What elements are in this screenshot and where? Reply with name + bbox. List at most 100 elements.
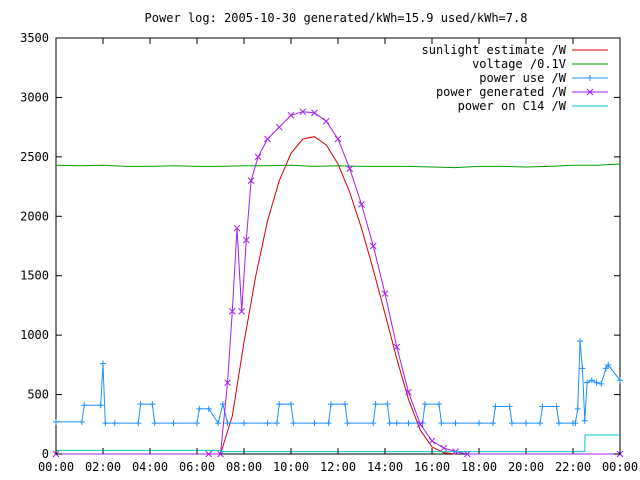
legend-label: power on C14 /W [458, 99, 567, 113]
x-tick-label: 00:00 [38, 460, 74, 474]
data-point-marker [97, 402, 104, 409]
data-point-marker [436, 401, 443, 408]
data-point-marker [53, 418, 59, 425]
data-point-marker [224, 420, 231, 427]
data-point-marker [393, 343, 401, 351]
data-point-marker [506, 403, 513, 410]
data-point-marker [102, 420, 109, 427]
data-point-marker [196, 405, 203, 412]
data-point-marker [238, 308, 246, 315]
data-point-marker [205, 405, 212, 412]
data-point-marker [215, 420, 222, 427]
data-point-marker [346, 165, 354, 173]
series-0 [220, 136, 456, 455]
series-line [56, 341, 621, 425]
data-point-marker [440, 444, 448, 452]
data-point-marker [593, 379, 600, 386]
legend-label: power generated /W [436, 85, 567, 99]
data-point-marker [135, 420, 142, 427]
data-point-marker [299, 108, 307, 116]
data-point-marker [254, 153, 262, 161]
data-point-marker [273, 420, 280, 427]
data-point-marker [334, 135, 342, 143]
series-line [56, 434, 620, 453]
x-tick-label: 02:00 [85, 460, 121, 474]
data-point-marker [224, 379, 231, 387]
data-point-marker [219, 401, 226, 408]
legend-item: voltage /0.1V [472, 57, 608, 71]
data-point-marker [584, 379, 591, 386]
y-tick-label: 2500 [20, 150, 49, 164]
legend-label: power use /W [479, 71, 566, 85]
data-point-marker [264, 135, 271, 143]
y-tick-label: 500 [27, 388, 49, 402]
data-point-marker [523, 420, 529, 427]
x-tick-label: 08:00 [226, 460, 262, 474]
x-tick-label: 14:00 [367, 460, 403, 474]
data-point-marker [405, 388, 412, 396]
y-tick-label: 1000 [20, 328, 49, 342]
data-point-marker [588, 377, 595, 384]
y-tick-label: 3000 [20, 90, 49, 104]
data-point-marker [586, 88, 594, 96]
data-point-marker [384, 401, 391, 408]
data-point-marker [241, 420, 247, 427]
y-tick-label: 2000 [20, 209, 49, 223]
series-layer [52, 108, 624, 458]
x-tick-label: 10:00 [273, 460, 309, 474]
data-point-marker [205, 450, 213, 458]
data-point-marker [553, 403, 560, 410]
data-point-marker [452, 420, 459, 427]
data-point-marker [555, 420, 562, 427]
data-point-marker [421, 401, 428, 408]
data-point-marker [369, 242, 377, 250]
series-line [220, 136, 456, 455]
data-point-marker [327, 401, 334, 408]
x-tick-label: 12:00 [320, 460, 356, 474]
data-point-marker [151, 420, 158, 427]
data-point-marker [372, 401, 379, 408]
x-tick-label: 18:00 [461, 460, 497, 474]
data-point-marker [149, 401, 156, 408]
data-point-marker [194, 420, 200, 427]
data-point-marker [247, 177, 255, 184]
data-point-marker [311, 109, 318, 117]
legend-label: sunlight estimate /W [422, 43, 567, 57]
data-point-marker [242, 236, 250, 244]
data-point-marker [290, 420, 297, 427]
data-point-marker [405, 420, 412, 427]
data-point-marker [476, 420, 482, 427]
data-point-marker [598, 380, 605, 387]
x-tick-label: 04:00 [132, 460, 168, 474]
data-point-marker [311, 420, 318, 427]
y-tick-label: 1500 [20, 269, 49, 283]
data-point-marker [416, 420, 424, 428]
data-point-marker [342, 401, 349, 408]
data-point-marker [137, 401, 144, 408]
data-point-marker [344, 420, 351, 427]
data-point-marker [325, 420, 332, 427]
data-point-marker [386, 420, 393, 427]
data-point-marker [287, 111, 295, 119]
data-point-marker [170, 420, 177, 427]
data-point-marker [381, 290, 389, 297]
data-point-marker [587, 75, 593, 81]
data-point-marker [358, 201, 365, 208]
y-tick-label: 0 [42, 447, 49, 461]
data-point-marker [370, 420, 377, 427]
x-tick-label: 22:00 [555, 460, 591, 474]
y-tick-label: 3500 [20, 31, 49, 45]
data-point-marker [228, 308, 236, 315]
data-point-marker [111, 420, 118, 427]
data-point-marker [275, 123, 283, 131]
series-4 [56, 434, 620, 453]
legend-item: power on C14 /W [458, 99, 608, 113]
axes-layer: 00:00 02:00 04:00 06:00 08:00 10:00 12:00 14:00… [20, 31, 638, 474]
data-point-marker [581, 417, 588, 424]
data-point-marker [492, 403, 499, 410]
data-point-marker [537, 420, 544, 427]
data-point-marker [617, 377, 623, 384]
chart-title: Power log: 2005-10-30 generated/kWh=15.9… [145, 11, 528, 25]
